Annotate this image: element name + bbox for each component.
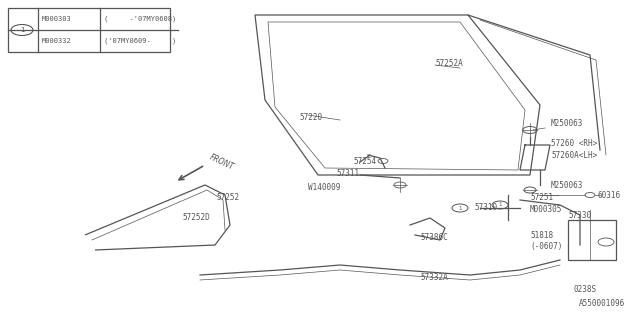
Text: (-0607): (-0607) <box>530 243 563 252</box>
Text: 57310: 57310 <box>474 204 497 212</box>
Text: FRONT: FRONT <box>208 152 236 172</box>
Text: M000332: M000332 <box>42 38 72 44</box>
Text: 57311: 57311 <box>336 169 359 178</box>
Text: 57330: 57330 <box>568 211 591 220</box>
Text: 57260 <RH>: 57260 <RH> <box>551 139 597 148</box>
Text: 57252D: 57252D <box>182 213 210 222</box>
Bar <box>568 220 616 260</box>
Text: 57254: 57254 <box>353 156 376 165</box>
Text: 57252: 57252 <box>216 194 239 203</box>
Text: 57220: 57220 <box>299 114 322 123</box>
Text: ('07MY0609-     ): ('07MY0609- ) <box>104 38 176 44</box>
Text: A550001096: A550001096 <box>579 299 625 308</box>
Text: M250063: M250063 <box>551 118 584 127</box>
Text: M250063: M250063 <box>551 180 584 189</box>
Text: 57332A: 57332A <box>420 274 448 283</box>
Text: 57252A: 57252A <box>435 59 463 68</box>
Text: M000305: M000305 <box>530 205 563 214</box>
Text: M000303: M000303 <box>42 16 72 22</box>
Text: 60316: 60316 <box>598 190 621 199</box>
Text: 57251: 57251 <box>530 193 553 202</box>
Text: 57260A<LH>: 57260A<LH> <box>551 150 597 159</box>
Text: 57386C: 57386C <box>420 233 448 242</box>
Text: 51818: 51818 <box>530 230 553 239</box>
Text: (     -'07MY0608): ( -'07MY0608) <box>104 16 176 22</box>
Text: 1: 1 <box>499 203 502 207</box>
Text: W140009: W140009 <box>308 182 340 191</box>
Text: 1: 1 <box>20 27 24 33</box>
Text: 0238S: 0238S <box>574 285 597 294</box>
Text: 1: 1 <box>458 205 461 211</box>
